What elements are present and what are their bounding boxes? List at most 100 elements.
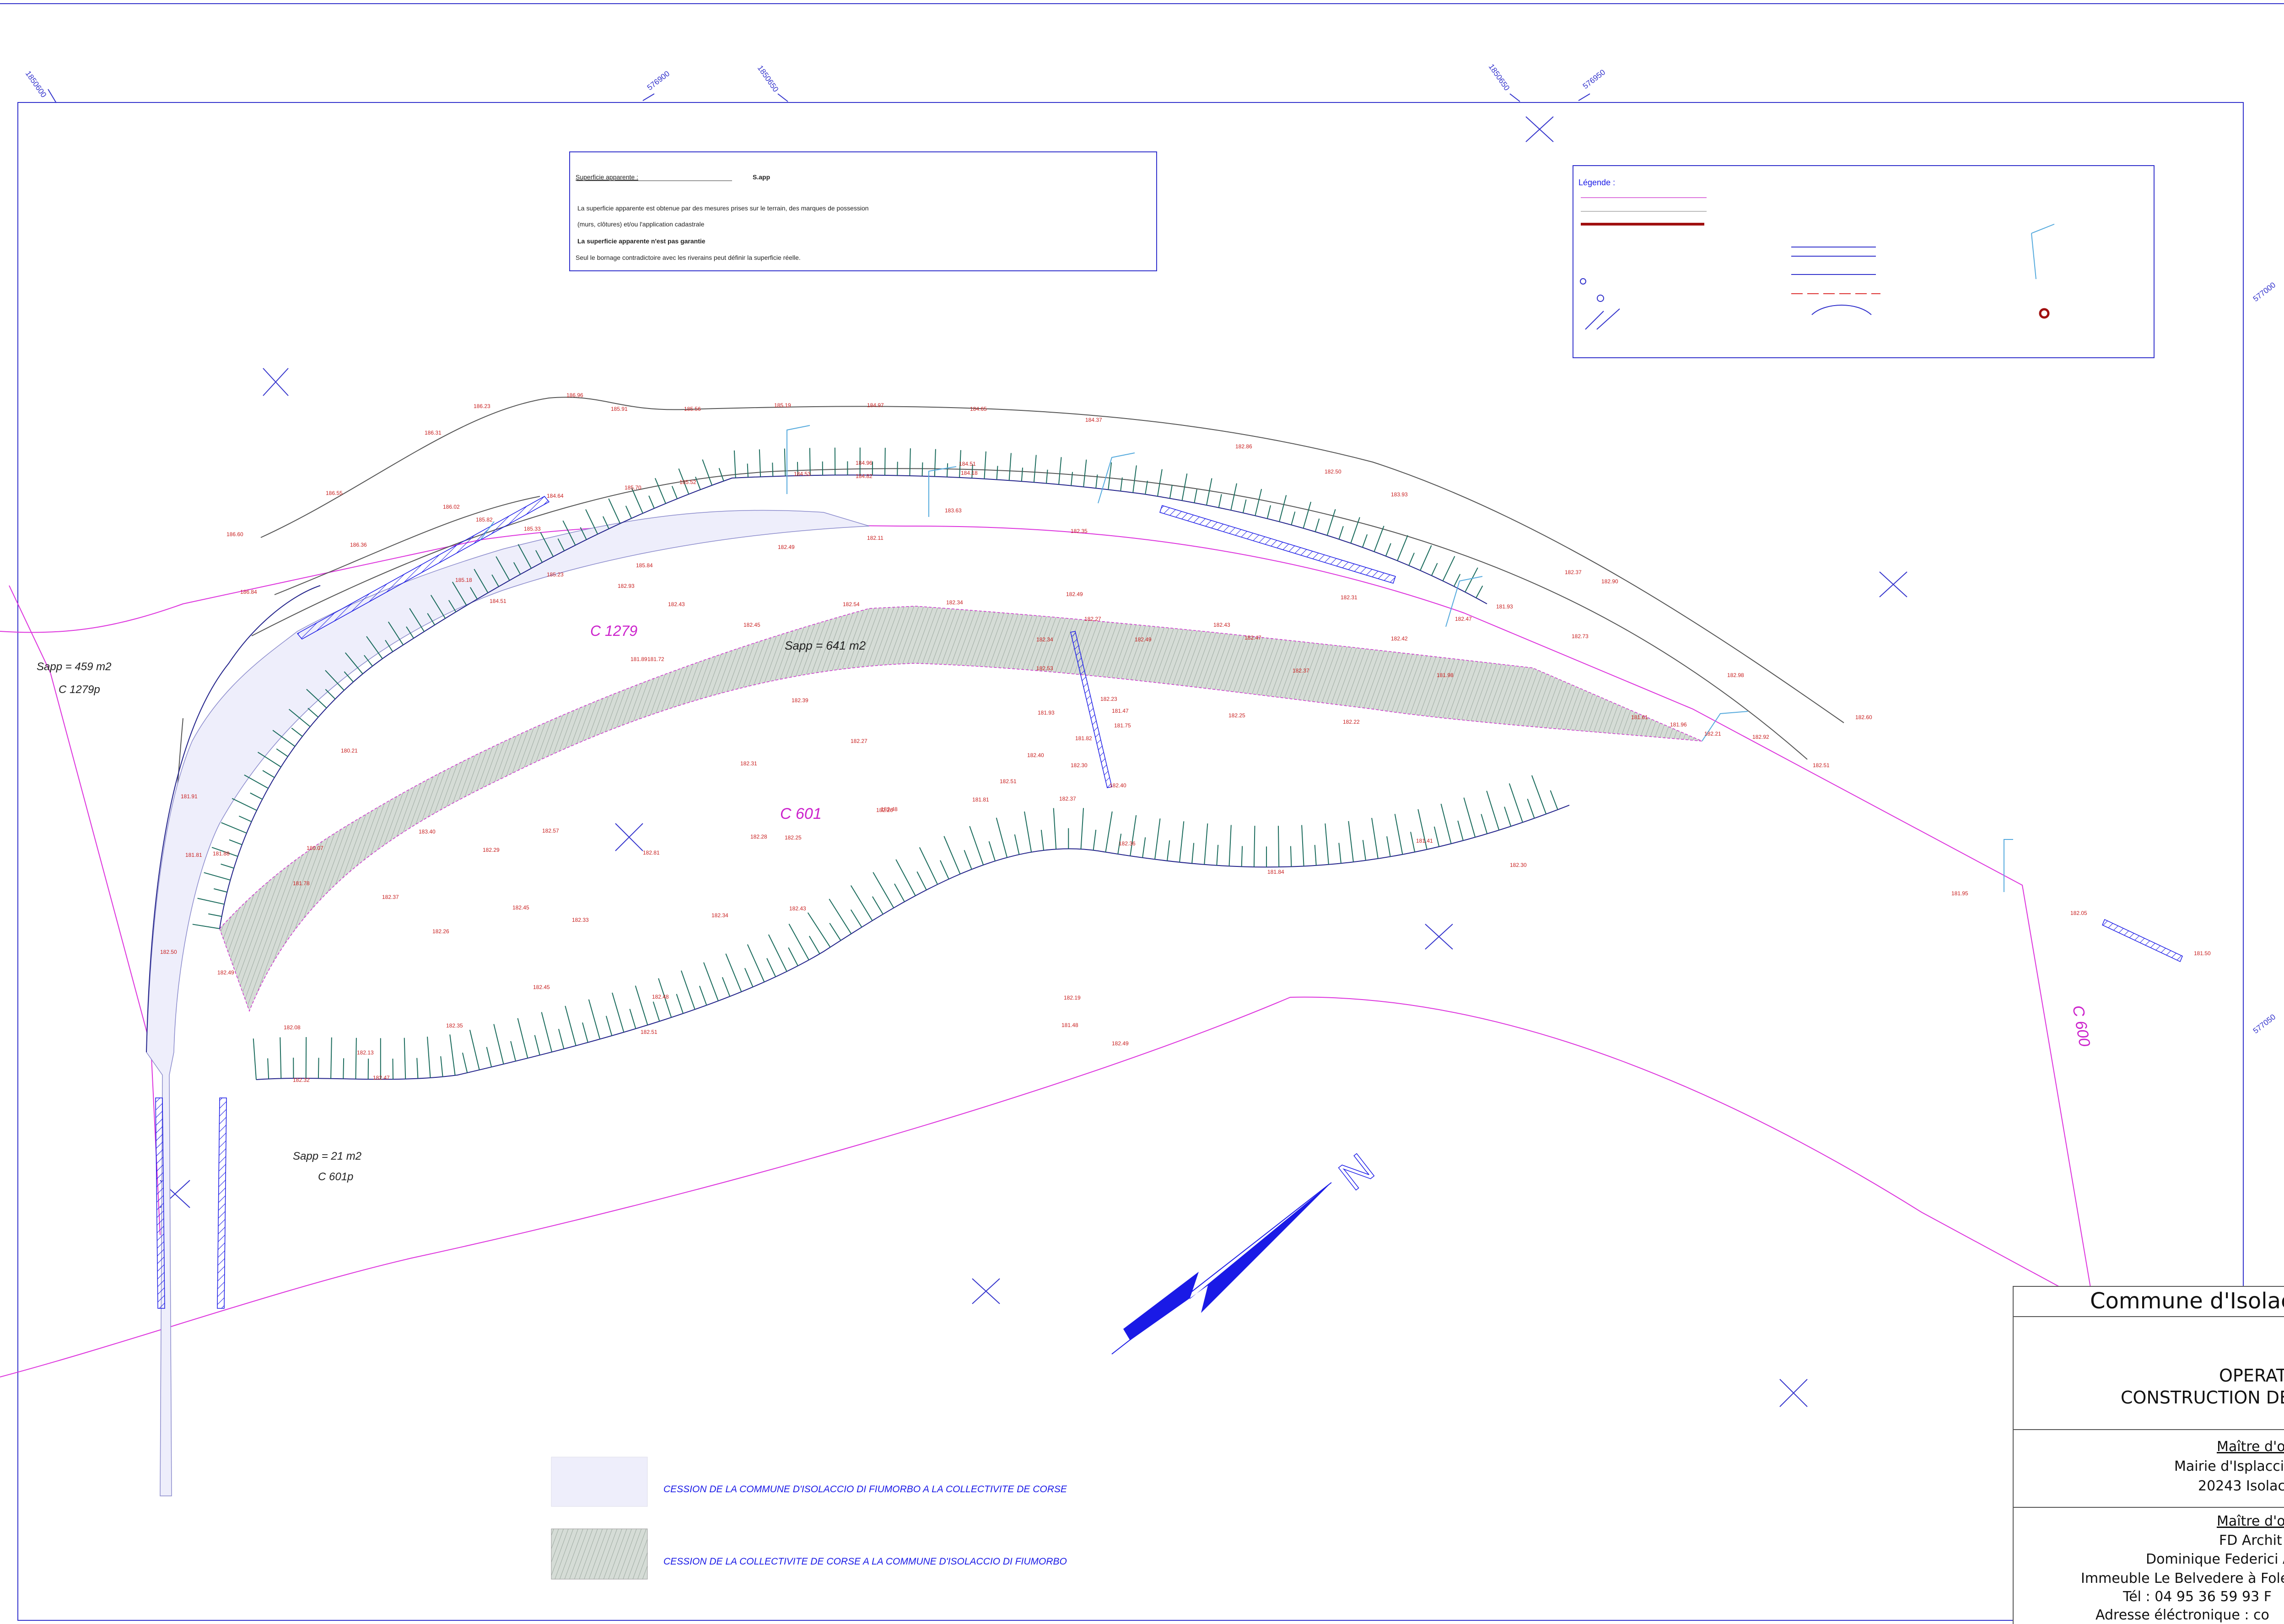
embankment-tick xyxy=(897,462,898,476)
spot-height: 182.53 xyxy=(1036,665,1053,672)
embankment-tick xyxy=(211,847,238,857)
embankment-tick xyxy=(648,495,655,509)
embankment-tick xyxy=(873,872,894,909)
title-mo: Maître d'o xyxy=(2217,1439,2284,1455)
embankment-tick xyxy=(1230,483,1237,511)
embankment-tick xyxy=(517,1018,528,1059)
embankment-tick xyxy=(605,1016,613,1036)
embankment-tick xyxy=(1481,814,1488,834)
spot-height: 181.81 xyxy=(185,852,202,858)
spot-height: 185.23 xyxy=(547,571,564,578)
embankment-tick xyxy=(722,977,731,997)
c1279p-label: C 1279p xyxy=(59,683,100,696)
embankment-tick xyxy=(829,923,841,941)
sapp-459-label: Sapp = 459 m2 xyxy=(37,661,111,673)
spot-height: 182.35 xyxy=(1071,528,1088,534)
embankment-tick xyxy=(718,468,724,481)
embankment-tick xyxy=(1350,517,1360,543)
embankment-tick xyxy=(1486,790,1500,830)
embankment-tick xyxy=(1142,837,1146,858)
spot-height: 182.27 xyxy=(1084,616,1101,622)
spot-height: 182.40 xyxy=(1027,752,1044,758)
embankment-tick xyxy=(1279,495,1287,522)
title-moe-line-4: Tél : 04 95 36 59 93 F xyxy=(2122,1589,2272,1605)
embankment-tick xyxy=(996,466,998,480)
embankment-tick xyxy=(344,671,354,683)
spot-height: 182.57 xyxy=(542,828,559,834)
embankment-tick xyxy=(1550,790,1558,810)
embankment-tick xyxy=(345,652,363,674)
embankment-tick xyxy=(493,1024,504,1065)
spot-height: 182.93 xyxy=(618,583,635,589)
embankment-tick xyxy=(534,1035,540,1055)
embankment-tick xyxy=(562,520,576,546)
embankment-tick xyxy=(469,1029,480,1070)
spot-height: 184.64 xyxy=(547,493,564,499)
embankment-tick xyxy=(678,468,690,495)
embankment-tick xyxy=(603,516,609,529)
embankment-tick xyxy=(1371,817,1379,859)
spot-height: 181.88 xyxy=(213,850,230,857)
parcel-label-c1279: C 1279 xyxy=(590,623,637,639)
spot-height: 181.75 xyxy=(1114,722,1131,729)
embankment-tick xyxy=(385,640,393,652)
spot-height: 181.47 xyxy=(1112,708,1129,714)
embankment-tick xyxy=(747,944,765,983)
embankment-tick xyxy=(1420,545,1432,571)
embankment-tick xyxy=(964,850,972,870)
embankment-tick xyxy=(1508,783,1523,823)
embankment-tick xyxy=(1218,494,1222,508)
spot-height: 182.42 xyxy=(1391,635,1408,642)
spot-height: 181.41 xyxy=(1416,838,1433,844)
embankment-tick xyxy=(1385,543,1391,556)
spot-height: 182.98 xyxy=(1727,672,1744,678)
embankment-tick xyxy=(1277,826,1280,867)
embankment-tick xyxy=(1181,473,1188,501)
cession-legend-item-1: CESSION DE LA COMMUNE D'ISOLACCIO DI FIU… xyxy=(663,1484,1067,1495)
embankment-tick xyxy=(565,1006,576,1046)
embankment-tick xyxy=(934,449,936,477)
embankment-tick xyxy=(192,924,220,929)
title-operation-1: OPERAT xyxy=(2219,1366,2284,1386)
survey-markers xyxy=(160,116,1907,1407)
embankment-tick xyxy=(486,1047,492,1067)
embankment-tick xyxy=(449,1034,456,1075)
embankment-tick xyxy=(491,574,499,587)
embankment-tick xyxy=(984,451,986,479)
embankment-tick xyxy=(1058,457,1062,485)
embankment-tick xyxy=(996,817,1008,858)
spot-height: 185.82 xyxy=(476,516,493,523)
embankment-tick xyxy=(305,1037,307,1079)
spot-height: 182.51 xyxy=(1813,762,1830,769)
embankment-tick xyxy=(232,798,257,811)
title-moe-line-3: Immeuble Le Belvedere à Fole xyxy=(2081,1570,2284,1586)
embankment-tick xyxy=(850,885,873,921)
embankment-tick xyxy=(625,505,632,519)
embankment-tick xyxy=(695,476,701,490)
embankment-tick xyxy=(253,1038,257,1080)
spot-height: 186.02 xyxy=(443,504,460,510)
title-moe: Maître d'o xyxy=(2217,1513,2284,1529)
embankment-tick xyxy=(1253,826,1255,867)
cession-legend: CESSION DE LA COMMUNE D'ISOLACCIO DI FIU… xyxy=(551,1457,1067,1580)
spot-height: 185.19 xyxy=(774,402,791,409)
spot-height: 183.63 xyxy=(945,507,962,514)
embankment-tick xyxy=(416,1058,419,1079)
spot-height: 182.21 xyxy=(1704,731,1721,737)
embankment-tick xyxy=(238,815,252,823)
spot-height: 182.37 xyxy=(1565,569,1582,575)
spot-height: 182.90 xyxy=(1601,578,1618,585)
embankment-tick xyxy=(1394,814,1403,855)
embankment-tick xyxy=(797,462,798,476)
embankment-lines xyxy=(146,474,1570,1080)
notice-line-2: (murs, clôtures) et/ou l'application cad… xyxy=(577,220,705,228)
spot-height: 182.48 xyxy=(881,806,898,812)
embankment-tick xyxy=(1433,826,1440,847)
embankment-tick xyxy=(1408,553,1415,566)
legend-title: Légende : xyxy=(1578,178,1615,187)
spot-height: 182.25 xyxy=(1228,712,1245,719)
embankment-tick xyxy=(588,999,601,1039)
embankment-tick xyxy=(306,688,327,709)
spot-height: 184.51 xyxy=(959,461,976,467)
embankment-tick xyxy=(221,863,234,869)
